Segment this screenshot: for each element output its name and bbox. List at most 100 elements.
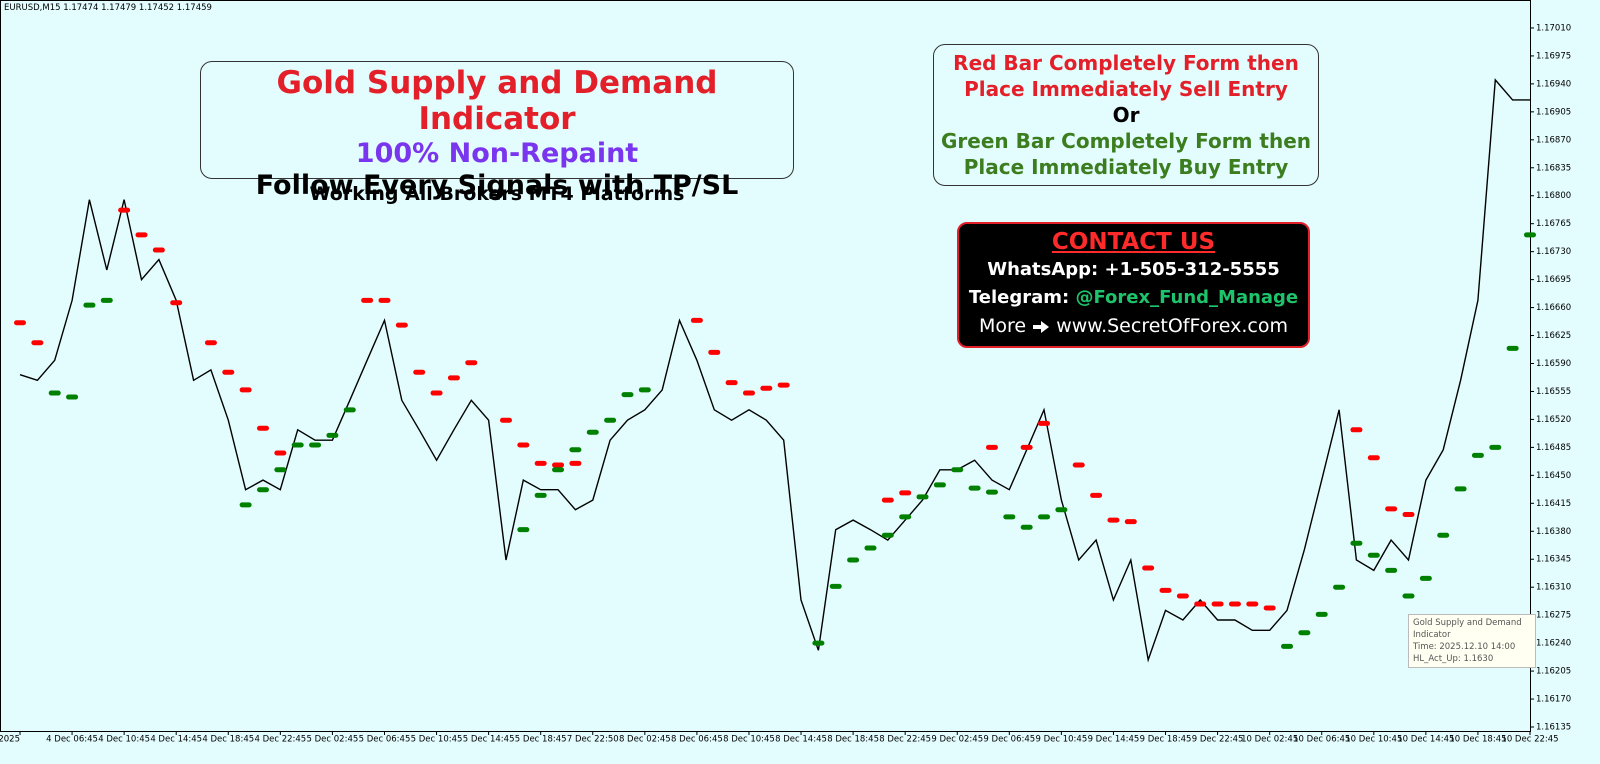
sell-level <box>447 375 460 381</box>
sell-level <box>1385 506 1398 512</box>
sell-level <box>378 297 391 303</box>
buy-text: Green Bar Completely Form then <box>940 129 1311 153</box>
y-tick-label: 1.16905 <box>1536 107 1571 117</box>
plot-frame <box>0 0 1531 732</box>
tooltip-value: HL_Act_Up: 1.1630 <box>1413 654 1494 664</box>
x-tick-label: 5 Dec 02:45 <box>307 735 359 745</box>
sell-level <box>1176 593 1189 599</box>
y-tick-label: 1.16975 <box>1536 51 1571 61</box>
buy-level <box>1038 514 1051 520</box>
buy-level <box>1419 575 1432 581</box>
x-tick-label: 8 Dec 06:45 <box>671 735 723 745</box>
y-tick-label: 1.16275 <box>1536 611 1571 621</box>
y-tick-label: 1.16450 <box>1536 471 1571 481</box>
buy-level <box>1055 507 1068 513</box>
y-tick-label: 1.16415 <box>1536 499 1571 509</box>
buy-level <box>951 467 964 473</box>
buy-level <box>968 485 981 491</box>
sell-level <box>1142 565 1155 571</box>
sell-text: Place Immediately Sell Entry <box>964 77 1288 101</box>
sell-level <box>430 390 443 396</box>
buy-level <box>1489 444 1502 450</box>
tooltip-name: Gold Supply and Demand Indicator <box>1413 618 1522 640</box>
telegram-label: Telegram: <box>968 287 1070 308</box>
sell-level <box>985 444 998 450</box>
buy-level <box>864 545 877 551</box>
buy-level <box>66 394 79 400</box>
buy-level <box>1315 611 1328 617</box>
sell-level <box>1159 587 1172 593</box>
more-label: More <box>979 315 1027 337</box>
sell-level <box>1263 605 1276 611</box>
buy-level <box>985 489 998 495</box>
sell-level <box>777 382 790 388</box>
sell-level <box>1367 455 1380 461</box>
sell-level <box>1038 420 1051 426</box>
sell-level <box>14 320 26 326</box>
website[interactable]: www.SecretOfForex.com <box>1056 315 1288 337</box>
x-tick-label: 9 Dec 10:45 <box>1035 735 1087 745</box>
y-tick-label: 1.16240 <box>1536 639 1571 649</box>
sell-level <box>1090 492 1103 498</box>
buy-level <box>48 390 61 396</box>
sell-level <box>552 462 565 468</box>
x-tick-label: 7 Dec 22:50 <box>567 735 619 745</box>
x-tick-label: 9 Dec 18:45 <box>1140 735 1192 745</box>
sell-level <box>152 247 165 253</box>
promo-note: Working All Brokers MT4 Platforms <box>309 183 685 205</box>
buy-level <box>552 467 565 473</box>
buy-level <box>638 387 651 393</box>
buy-level <box>1437 532 1450 538</box>
sell-level <box>1402 511 1415 517</box>
sell-level <box>1124 519 1137 525</box>
sell-level <box>361 297 374 303</box>
buy-level <box>1385 567 1398 573</box>
buy-level <box>239 502 252 508</box>
instructions: Red Bar Completely Form then Place Immed… <box>933 44 1319 186</box>
y-tick-label: 1.16170 <box>1536 695 1571 705</box>
buy-level <box>1402 593 1415 599</box>
y-tick-label: 1.16660 <box>1536 303 1571 313</box>
buy-level <box>274 467 287 473</box>
contact-title: CONTACT US <box>1051 229 1216 255</box>
sell-level <box>708 349 721 355</box>
x-tick-label: 4 Dec 14:45 <box>150 735 202 745</box>
promo-title: Gold Supply and Demand Indicator <box>276 65 718 137</box>
price-line <box>19 78 1530 663</box>
x-tick-label: 5 Dec 10:45 <box>411 735 463 745</box>
x-tick-label: 4 Dec 06:45 <box>46 735 98 745</box>
buy-level <box>829 583 842 589</box>
x-tick-label: 8 Dec 22:45 <box>879 735 931 745</box>
sell-text: Red Bar Completely Form then <box>953 51 1299 75</box>
x-tick-label: 8 Dec 02:45 <box>619 735 671 745</box>
buy-level <box>881 532 894 538</box>
x-tick-label: 4 Dec 22:45 <box>254 735 306 745</box>
sell-level <box>274 450 287 456</box>
x-tick-label: 8 Dec 14:45 <box>775 735 827 745</box>
sell-level <box>222 369 235 375</box>
buy-level <box>916 494 929 500</box>
telegram-handle[interactable]: @Forex_Fund_Manage <box>1075 287 1299 308</box>
x-tick-label: 10 Dec 22:45 <box>1501 735 1558 745</box>
contact-box: CONTACT US WhatsApp: +1-505-312-5555 Tel… <box>957 222 1310 348</box>
arrow-icon <box>1033 320 1050 333</box>
buy-level <box>1454 486 1467 492</box>
buy-level <box>343 407 356 413</box>
buy-level <box>100 297 113 303</box>
x-tick-label: 8 Dec 10:45 <box>723 735 775 745</box>
buy-text: Place Immediately Buy Entry <box>963 155 1289 179</box>
y-tick-label: 1.16625 <box>1536 331 1571 341</box>
promo-subtitle: 100% Non-Repaint <box>355 138 639 169</box>
buy-level <box>1003 514 1016 520</box>
buy-level <box>933 482 946 488</box>
promo-box: Gold Supply and Demand Indicator 100% No… <box>200 61 794 201</box>
sell-level <box>31 340 44 346</box>
y-tick-label: 1.16485 <box>1536 443 1571 453</box>
buy-level <box>517 527 530 533</box>
buy-level <box>1333 584 1346 590</box>
sell-level <box>881 497 894 503</box>
sell-level <box>760 385 773 391</box>
sell-level <box>170 300 183 306</box>
